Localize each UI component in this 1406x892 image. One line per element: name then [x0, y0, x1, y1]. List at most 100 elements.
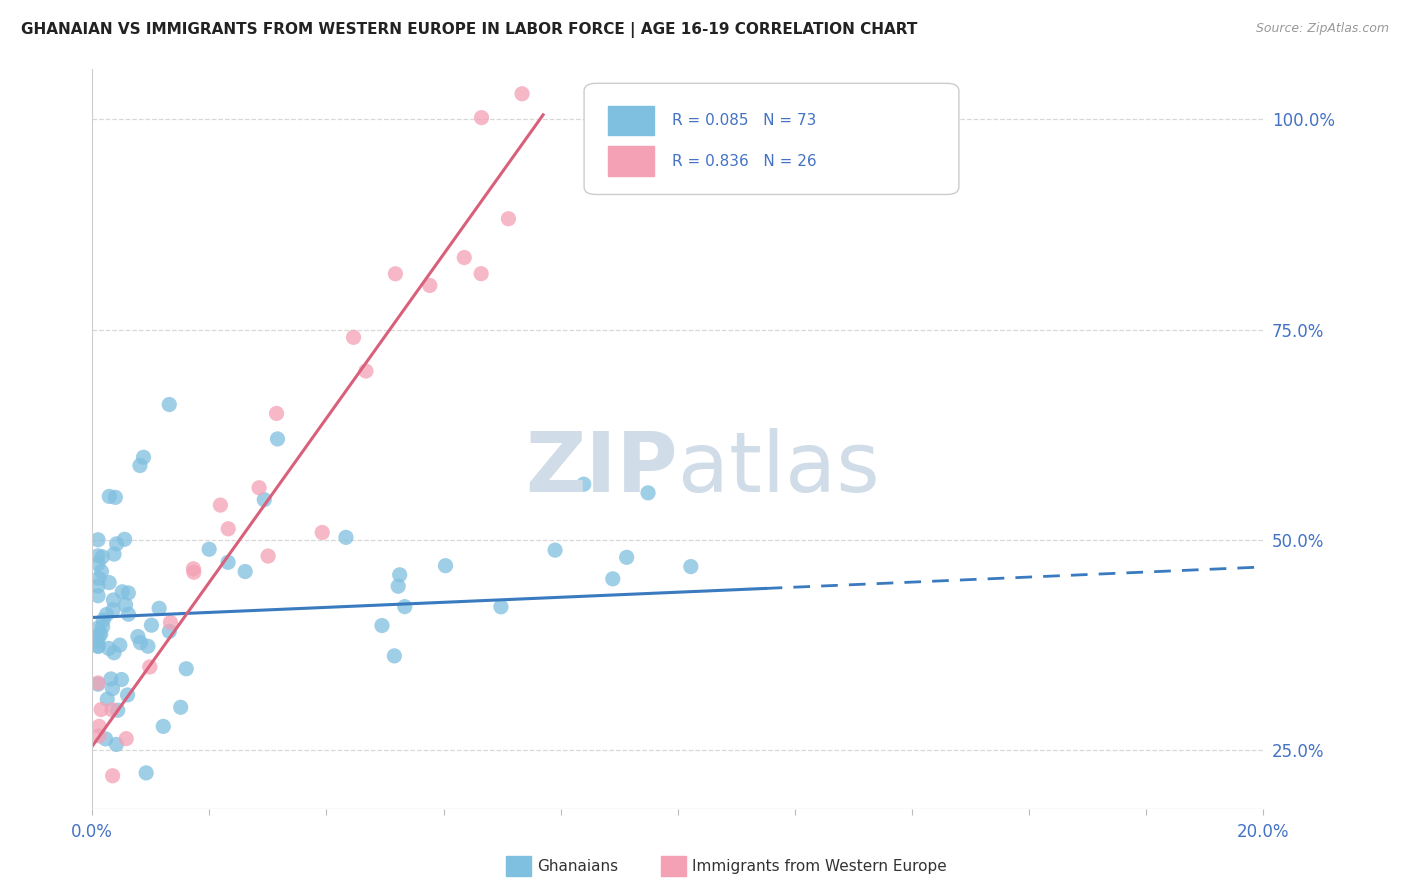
- Point: [91, 620, 114, 634]
- Point: [388, 567, 411, 582]
- Point: [170, 700, 193, 714]
- Point: [136, 639, 159, 653]
- Point: [572, 477, 595, 491]
- Point: [107, 703, 129, 717]
- Point: [91, 613, 114, 627]
- Text: R = 0.836   N = 26: R = 0.836 N = 26: [672, 153, 817, 169]
- Point: [87, 579, 110, 593]
- Point: [127, 630, 149, 644]
- Text: R = 0.085   N = 73: R = 0.085 N = 73: [672, 113, 817, 128]
- Point: [157, 624, 180, 639]
- Point: [103, 646, 125, 660]
- Point: [115, 731, 138, 746]
- Point: [87, 571, 110, 585]
- Point: [470, 111, 492, 125]
- Point: [101, 681, 124, 696]
- Point: [139, 660, 162, 674]
- Point: [104, 491, 127, 505]
- Point: [114, 533, 136, 547]
- Point: [105, 738, 128, 752]
- Point: [90, 702, 112, 716]
- Point: [87, 557, 110, 571]
- Point: [311, 525, 333, 540]
- Point: [679, 559, 702, 574]
- Text: Source: ZipAtlas.com: Source: ZipAtlas.com: [1256, 22, 1389, 36]
- Point: [183, 566, 205, 580]
- Point: [434, 558, 457, 573]
- Point: [247, 481, 270, 495]
- Point: [96, 607, 118, 622]
- Point: [253, 492, 276, 507]
- Point: [87, 719, 110, 733]
- Point: [87, 589, 110, 603]
- Point: [114, 598, 136, 612]
- Point: [91, 549, 114, 564]
- Point: [89, 628, 111, 642]
- Point: [135, 765, 157, 780]
- Text: ZIP: ZIP: [526, 428, 678, 509]
- Point: [101, 769, 124, 783]
- Point: [129, 635, 152, 649]
- Point: [384, 267, 406, 281]
- Point: [217, 522, 239, 536]
- Point: [233, 565, 256, 579]
- Point: [510, 87, 533, 101]
- Point: [394, 599, 416, 614]
- Point: [152, 719, 174, 733]
- Point: [87, 639, 110, 653]
- Point: [489, 599, 512, 614]
- Point: [387, 579, 409, 593]
- Point: [544, 543, 567, 558]
- Point: [96, 692, 118, 706]
- Point: [87, 533, 110, 547]
- Point: [217, 555, 239, 569]
- Point: [90, 565, 112, 579]
- Point: [100, 672, 122, 686]
- Point: [87, 549, 110, 563]
- Point: [94, 731, 117, 746]
- Point: [174, 662, 197, 676]
- Point: [103, 547, 125, 561]
- Bar: [607, 105, 654, 136]
- Point: [637, 486, 659, 500]
- Point: [257, 549, 280, 563]
- Bar: [607, 146, 654, 176]
- Point: [87, 729, 110, 743]
- Point: [159, 615, 181, 630]
- Point: [101, 703, 124, 717]
- Point: [87, 621, 110, 635]
- Point: [141, 618, 163, 632]
- Text: atlas: atlas: [678, 428, 880, 509]
- Point: [498, 211, 520, 226]
- Point: [87, 676, 110, 690]
- Point: [103, 602, 125, 616]
- Point: [342, 330, 364, 344]
- Text: GHANAIAN VS IMMIGRANTS FROM WESTERN EUROPE IN LABOR FORCE | AGE 16-19 CORRELATIO: GHANAIAN VS IMMIGRANTS FROM WESTERN EURO…: [21, 22, 918, 38]
- Point: [266, 432, 288, 446]
- Point: [87, 640, 110, 654]
- Point: [108, 638, 131, 652]
- Point: [87, 677, 110, 691]
- Point: [266, 406, 288, 420]
- Point: [419, 278, 441, 293]
- Point: [371, 618, 394, 632]
- Point: [110, 673, 132, 687]
- FancyBboxPatch shape: [583, 83, 959, 194]
- Point: [98, 490, 121, 504]
- Point: [117, 607, 139, 622]
- Point: [132, 450, 155, 465]
- Point: [157, 397, 180, 411]
- Point: [335, 530, 357, 544]
- Point: [453, 251, 475, 265]
- Point: [97, 641, 120, 656]
- Point: [209, 498, 232, 512]
- Point: [103, 593, 125, 607]
- Point: [616, 550, 638, 565]
- Point: [111, 584, 134, 599]
- Point: [470, 267, 492, 281]
- Point: [87, 634, 110, 648]
- Text: Ghanaians: Ghanaians: [537, 859, 619, 873]
- Point: [354, 364, 377, 378]
- Point: [129, 458, 152, 473]
- Point: [382, 648, 405, 663]
